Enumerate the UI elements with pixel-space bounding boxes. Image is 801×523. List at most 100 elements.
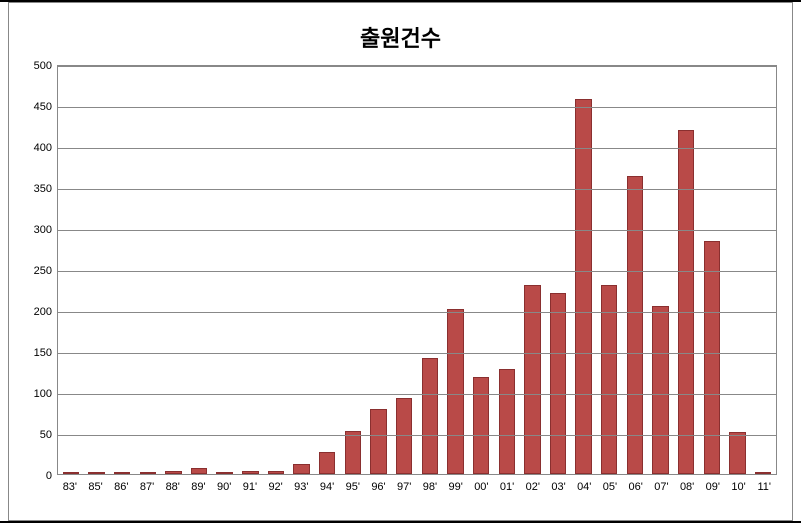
- x-axis-labels: 83'85'86'87'88'89'90'91'92'93'94'95'96'9…: [57, 481, 777, 493]
- x-tick-label: 97': [391, 481, 417, 493]
- y-tick-label: 350: [34, 183, 58, 195]
- x-tick-label: 95': [340, 481, 366, 493]
- gridline: [58, 148, 776, 149]
- bar-slot: [237, 66, 263, 474]
- bar: [601, 285, 617, 474]
- x-tick-label: 10': [726, 481, 752, 493]
- x-tick-label: 91': [237, 481, 263, 493]
- bar-slot: [135, 66, 161, 474]
- bar: [524, 285, 540, 474]
- x-tick-label: 11': [751, 481, 777, 493]
- bar-slot: [520, 66, 546, 474]
- bar-slot: [263, 66, 289, 474]
- gridline: [58, 312, 776, 313]
- plot-area: 050100150200250300350400450500: [57, 65, 777, 475]
- x-tick-label: 88': [160, 481, 186, 493]
- bar: [627, 176, 643, 474]
- gridline: [58, 230, 776, 231]
- gridline: [58, 271, 776, 272]
- bar: [268, 471, 284, 474]
- bar-slot: [699, 66, 725, 474]
- x-tick-label: 01': [494, 481, 520, 493]
- bar: [88, 472, 104, 474]
- y-tick-label: 250: [34, 265, 58, 277]
- x-tick-label: 94': [314, 481, 340, 493]
- bar: [499, 369, 515, 474]
- y-tick-label: 50: [40, 429, 58, 441]
- bar: [370, 409, 386, 474]
- x-tick-label: 00': [469, 481, 495, 493]
- x-tick-label: 93': [288, 481, 314, 493]
- y-tick-label: 400: [34, 142, 58, 154]
- bars-container: [58, 66, 776, 474]
- x-tick-label: 92': [263, 481, 289, 493]
- bar: [422, 358, 438, 474]
- y-tick-label: 100: [34, 388, 58, 400]
- chart-frame: 출원건수 050100150200250300350400450500 83'8…: [0, 0, 801, 523]
- bar: [191, 468, 207, 474]
- bar: [729, 432, 745, 474]
- bar: [63, 472, 79, 474]
- y-tick-label: 150: [34, 347, 58, 359]
- bar: [319, 452, 335, 474]
- x-tick-label: 85': [83, 481, 109, 493]
- bar-slot: [648, 66, 674, 474]
- bar-slot: [186, 66, 212, 474]
- x-tick-label: 09': [700, 481, 726, 493]
- x-tick-label: 07': [649, 481, 675, 493]
- bar-slot: [571, 66, 597, 474]
- gridline: [58, 107, 776, 108]
- bar-slot: [391, 66, 417, 474]
- x-tick-label: 86': [108, 481, 134, 493]
- bar-slot: [340, 66, 366, 474]
- bar-slot: [596, 66, 622, 474]
- bar: [140, 472, 156, 474]
- x-tick-label: 04': [571, 481, 597, 493]
- chart-title: 출원건수: [9, 21, 792, 53]
- bar: [447, 309, 463, 474]
- x-tick-label: 02': [520, 481, 546, 493]
- bar-slot: [417, 66, 443, 474]
- x-tick-label: 99': [443, 481, 469, 493]
- y-tick-label: 200: [34, 306, 58, 318]
- x-tick-label: 90': [211, 481, 237, 493]
- bar-slot: [494, 66, 520, 474]
- bar: [704, 241, 720, 474]
- x-tick-label: 89': [186, 481, 212, 493]
- bar-slot: [58, 66, 84, 474]
- x-tick-label: 98': [417, 481, 443, 493]
- x-tick-label: 06': [623, 481, 649, 493]
- bar: [550, 293, 566, 474]
- bar-slot: [750, 66, 776, 474]
- bar-slot: [673, 66, 699, 474]
- bar-slot: [84, 66, 110, 474]
- bar: [473, 377, 489, 474]
- bar: [216, 472, 232, 474]
- bar: [755, 472, 771, 474]
- bar: [652, 306, 668, 474]
- x-tick-label: 03': [546, 481, 572, 493]
- bar-slot: [212, 66, 238, 474]
- bar: [678, 130, 694, 474]
- x-tick-label: 83': [57, 481, 83, 493]
- bar-slot: [109, 66, 135, 474]
- bar-slot: [725, 66, 751, 474]
- x-tick-label: 08': [674, 481, 700, 493]
- bar: [114, 472, 130, 474]
- bar-slot: [622, 66, 648, 474]
- gridline: [58, 353, 776, 354]
- bar: [242, 471, 258, 474]
- bar-slot: [289, 66, 315, 474]
- y-tick-label: 450: [34, 101, 58, 113]
- chart-panel: 출원건수 050100150200250300350400450500 83'8…: [8, 2, 793, 521]
- x-tick-label: 05': [597, 481, 623, 493]
- x-tick-label: 87': [134, 481, 160, 493]
- bar: [575, 99, 591, 474]
- gridline: [58, 189, 776, 190]
- bar-slot: [314, 66, 340, 474]
- bar: [345, 431, 361, 474]
- y-tick-label: 500: [34, 60, 58, 72]
- y-tick-label: 300: [34, 224, 58, 236]
- gridline: [58, 394, 776, 395]
- bar-slot: [366, 66, 392, 474]
